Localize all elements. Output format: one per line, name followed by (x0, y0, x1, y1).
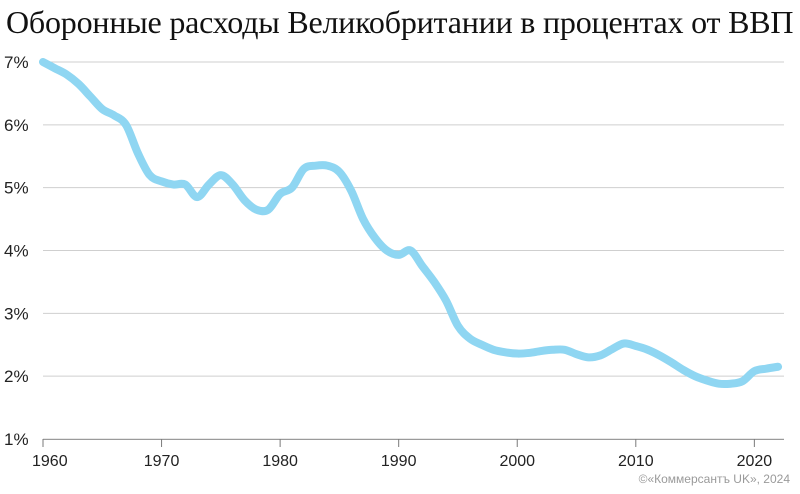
x-tick-label: 1990 (381, 453, 417, 470)
y-tick-label: 6% (4, 116, 29, 135)
x-axis: 1960 1970 1980 1990 2000 2010 2020 (32, 439, 784, 470)
x-tick-label: 2020 (737, 453, 773, 470)
x-tick-label: 2010 (618, 453, 654, 470)
series-line-0 (39, 58, 783, 389)
y-tick-label: 2% (4, 367, 29, 386)
y-tick-label: 1% (4, 430, 29, 449)
x-tick-label: 2000 (499, 453, 535, 470)
y-axis: 1% 2% 3% 4% 5% 6% 7% (4, 53, 29, 449)
y-tick-label: 3% (4, 304, 29, 323)
y-tick-label: 4% (4, 242, 29, 261)
x-tick-label: 1960 (32, 453, 68, 470)
chart-title: Оборонные расходы Великобритании в проце… (6, 4, 794, 40)
series-group (39, 58, 783, 389)
x-tick-label: 1970 (144, 453, 180, 470)
x-tick-label: 1980 (262, 453, 298, 470)
y-tick-label: 5% (4, 179, 29, 198)
copyright-credit: ©«Коммерсантъ UK», 2024 (638, 472, 790, 486)
y-tick-label: 7% (4, 53, 29, 72)
